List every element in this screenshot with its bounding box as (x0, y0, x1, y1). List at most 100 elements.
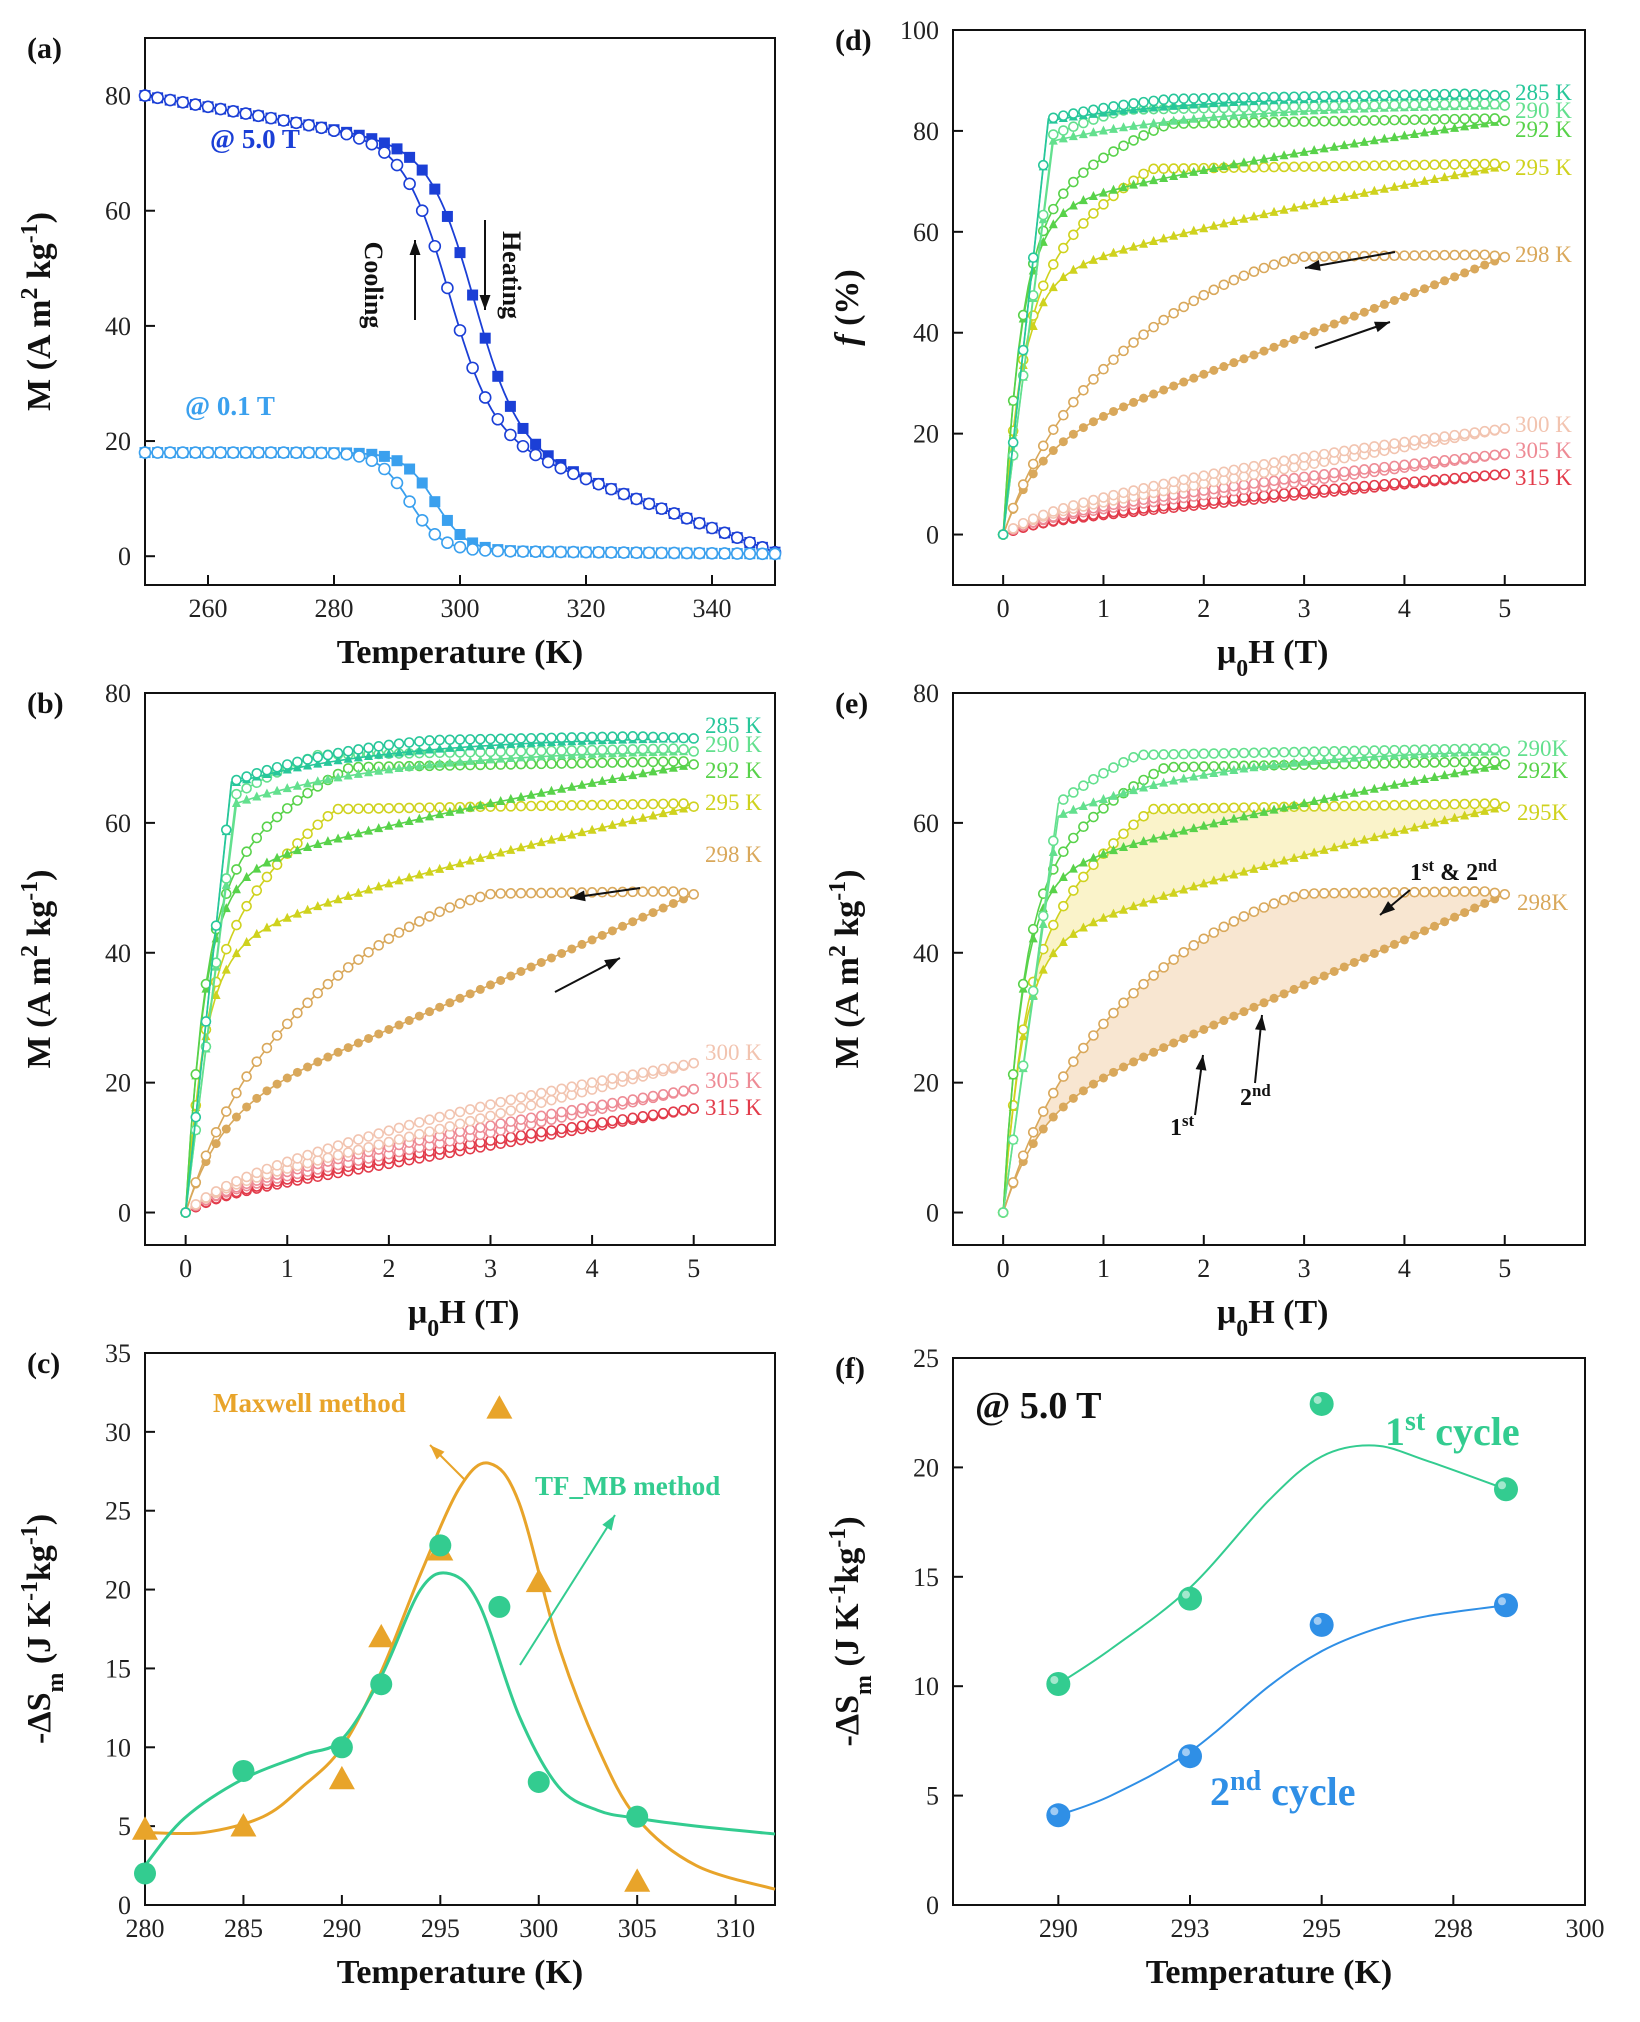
data-point (1048, 919, 1059, 931)
data-point (1238, 747, 1250, 759)
data-point (282, 848, 292, 858)
data-point (1108, 101, 1119, 112)
data-point (132, 1816, 158, 1840)
data-point (1268, 898, 1280, 909)
data-point (604, 546, 618, 559)
data-point (1328, 483, 1340, 495)
data-point (1450, 912, 1460, 922)
data-point (1168, 307, 1179, 319)
y-axis-label-part: -1 (825, 1528, 851, 1548)
data-point (1259, 209, 1269, 219)
data-point (403, 1119, 415, 1131)
data-point (1439, 756, 1450, 768)
data-point (1369, 462, 1380, 474)
arrow-first-head (1195, 1055, 1207, 1071)
data-point (1299, 331, 1309, 341)
data-point (261, 1163, 273, 1175)
data-point (1138, 749, 1149, 761)
data-point (526, 839, 536, 849)
data-point (1430, 817, 1440, 827)
data-point (1239, 354, 1249, 364)
data-point (1188, 761, 1200, 773)
data-point (517, 422, 529, 434)
data-point (1318, 161, 1330, 172)
data-point (1288, 116, 1300, 128)
data-point (323, 897, 333, 907)
data-point (1037, 159, 1049, 171)
data-point (718, 547, 731, 560)
data-point (1379, 781, 1389, 791)
data-point (1409, 822, 1419, 832)
data-point (1149, 779, 1159, 789)
data-point (1460, 810, 1470, 820)
data-point (607, 799, 618, 810)
data-point (272, 785, 282, 795)
data-point (657, 1107, 669, 1119)
data-point (292, 780, 302, 790)
data-point (1389, 181, 1399, 191)
series-label: 292K (1517, 758, 1569, 783)
data-point (1109, 845, 1119, 855)
x-axis-label-part: H (T) (439, 1294, 519, 1331)
data-point (1168, 476, 1179, 488)
arrow-decreasing-shaft (1304, 251, 1396, 269)
data-point (546, 732, 557, 744)
data-point (272, 852, 282, 862)
y-tick-label: 10 (913, 1672, 939, 1701)
data-point (658, 903, 668, 913)
series-label: 298 K (1515, 242, 1572, 267)
data-point (485, 850, 495, 860)
data-point (515, 733, 527, 744)
series-line (144, 94, 776, 554)
data-point (414, 1011, 424, 1021)
data-point (1088, 1030, 1099, 1041)
data-point (1239, 811, 1249, 821)
data-point (504, 400, 516, 412)
data-point (1319, 844, 1329, 854)
data-point (239, 107, 253, 120)
data-point (1139, 103, 1149, 113)
x-tick-label: 0 (997, 1254, 1010, 1283)
data-point (1218, 279, 1230, 291)
data-point (535, 800, 547, 812)
data-point (1309, 1391, 1334, 1416)
x-tick-label: 310 (716, 1914, 755, 1943)
data-point (488, 1595, 511, 1618)
y-axis-label-part: (J K (829, 1603, 866, 1675)
data-point (1188, 803, 1200, 814)
data-point (313, 758, 323, 768)
arrow-increasing-head (1374, 321, 1390, 333)
y-tick-label: 25 (105, 1497, 131, 1526)
data-point (678, 1104, 689, 1116)
data-point (1399, 757, 1410, 769)
data-point (1109, 247, 1119, 257)
data-point (1068, 121, 1079, 132)
data-point (1209, 365, 1219, 375)
data-point (1259, 861, 1269, 871)
data-point (1459, 428, 1470, 440)
data-point (1088, 190, 1098, 200)
data-point (1289, 800, 1299, 810)
data-point (1309, 755, 1319, 765)
data-point (1048, 948, 1058, 958)
data-point (1098, 848, 1108, 858)
data-point (404, 1016, 414, 1026)
data-point (1459, 158, 1470, 170)
data-point (1188, 472, 1200, 484)
annotation-field-high: @ 5.0 T (210, 124, 300, 154)
data-point (394, 1020, 404, 1030)
data-point (1489, 449, 1501, 461)
data-point (1489, 89, 1501, 101)
data-point (378, 450, 390, 462)
data-point (1258, 467, 1270, 479)
data-point (617, 546, 631, 559)
data-point (403, 737, 415, 748)
data-point (1068, 500, 1079, 511)
data-point (516, 439, 530, 453)
data-point (567, 545, 580, 559)
data-point (491, 412, 505, 426)
data-point (1479, 89, 1490, 100)
data-point (1348, 481, 1360, 493)
data-point (525, 887, 537, 899)
data-point (546, 834, 556, 844)
